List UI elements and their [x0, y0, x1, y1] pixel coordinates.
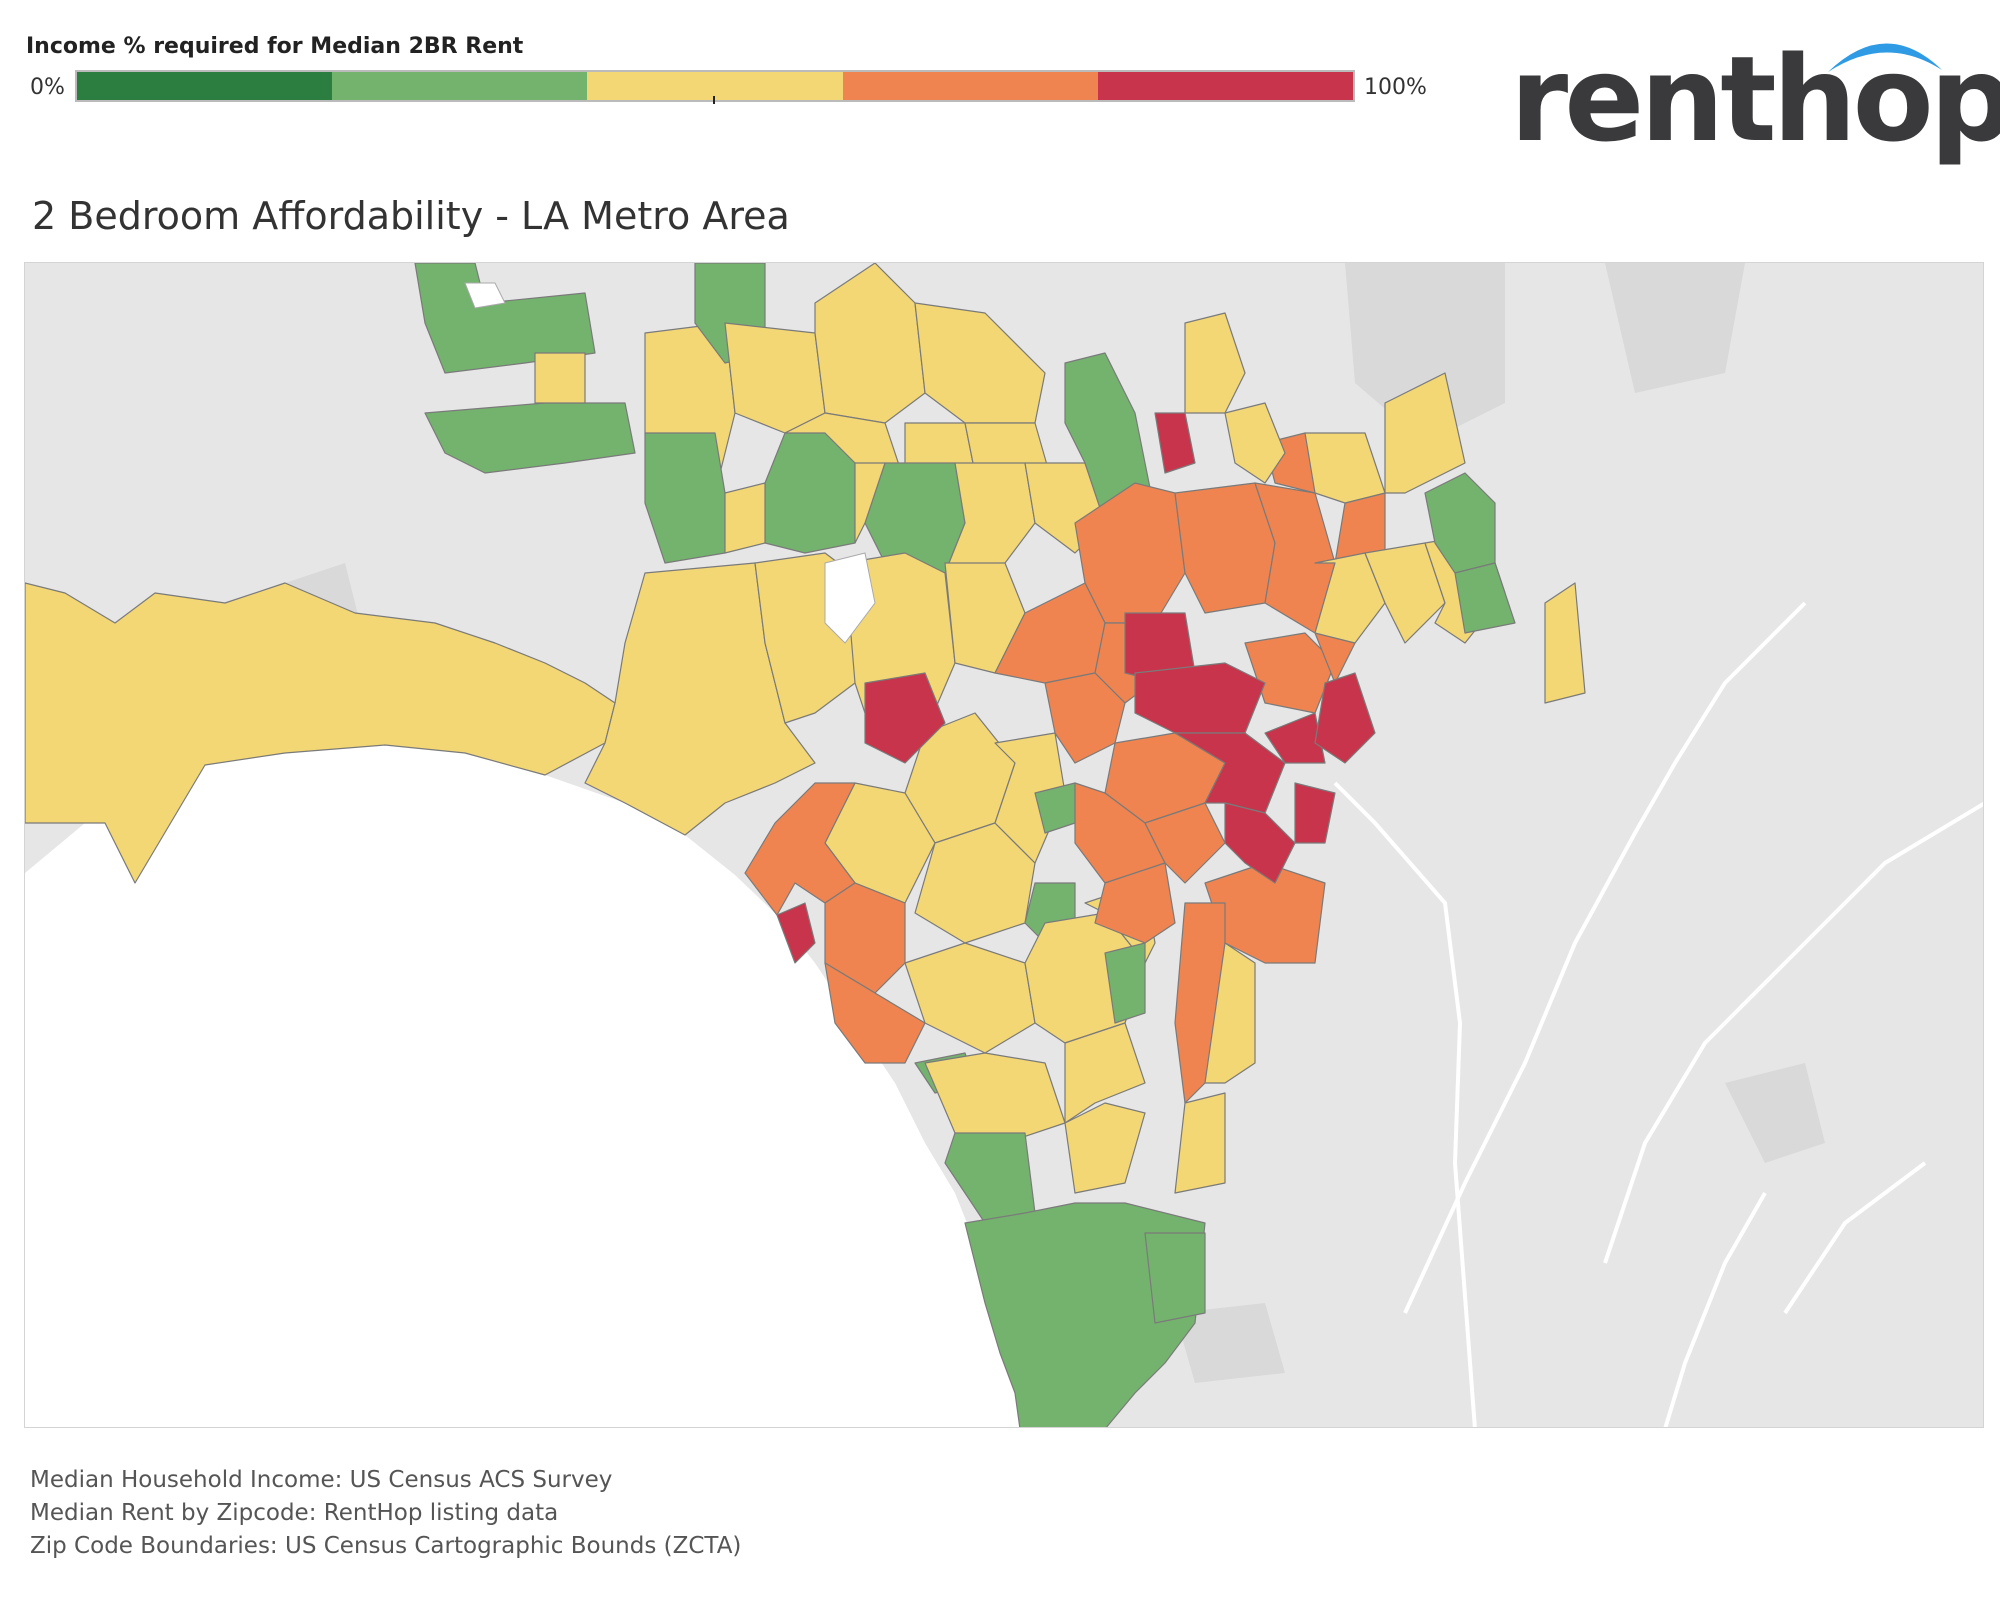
- zip-region: [1174, 1092, 1226, 1194]
- zip-region: [1144, 1232, 1206, 1324]
- zip-region: [814, 263, 926, 424]
- zip-region: [1224, 802, 1296, 884]
- map-title: 2 Bedroom Affordability - LA Metro Area: [32, 194, 790, 238]
- logo-arc-icon: [1828, 43, 1942, 72]
- zip-region: [724, 482, 766, 554]
- zip-region: [1154, 412, 1196, 474]
- zip-region: [1304, 432, 1386, 504]
- legend-segment-4: [842, 72, 1098, 100]
- zip-region: [1364, 542, 1446, 644]
- zip-region: [1184, 312, 1246, 414]
- legend-min-label: 0%: [30, 75, 65, 100]
- zip-region: [534, 352, 586, 404]
- legend-segment-3: [587, 72, 843, 100]
- zip-region: [1094, 862, 1176, 944]
- zip-region: [1204, 942, 1256, 1084]
- renthop-logo: renthop: [1510, 22, 2000, 162]
- zip-region: [1544, 582, 1586, 704]
- zip-region: [1134, 662, 1266, 734]
- zip-region: [1454, 562, 1516, 634]
- zip-region: [1224, 402, 1286, 484]
- freeways: [1333, 601, 1983, 1427]
- zip-region: [1064, 1022, 1146, 1124]
- source-income: Median Household Income: US Census ACS S…: [30, 1467, 613, 1493]
- zip-region: [1384, 372, 1466, 494]
- zip-region: [824, 962, 926, 1064]
- zip-region: [1064, 1102, 1146, 1194]
- legend-segment-1: [77, 72, 333, 100]
- legend-tick: [713, 96, 715, 104]
- zip-region: [854, 462, 886, 544]
- zip-region: [764, 432, 856, 554]
- legend-title: Income % required for Median 2BR Rent: [26, 34, 524, 59]
- zip-region: [744, 782, 856, 916]
- legend-segment-2: [332, 72, 588, 100]
- logo-wordmark: renthop: [1510, 30, 2000, 168]
- source-rent: Median Rent by Zipcode: RentHop listing …: [30, 1500, 559, 1526]
- legend-segment-5: [1097, 72, 1354, 100]
- source-boundaries: Zip Code Boundaries: US Census Cartograp…: [30, 1533, 742, 1559]
- terrain-shading: [275, 263, 1825, 1383]
- zip-region: [25, 582, 616, 884]
- zip-regions: [25, 263, 1586, 1427]
- zip-region: [1314, 672, 1376, 764]
- zip-region: [964, 1202, 1206, 1427]
- la-choropleth-map[interactable]: [25, 263, 1984, 1428]
- map-frame[interactable]: [24, 262, 1984, 1428]
- ocean: [25, 745, 1020, 1427]
- zip-region: [776, 902, 816, 964]
- no-data-areas: [464, 282, 876, 644]
- zip-region: [864, 672, 946, 764]
- legend-max-label: 100%: [1364, 75, 1427, 100]
- color-legend-bar: [75, 70, 1355, 102]
- zip-region: [1264, 712, 1326, 764]
- zip-region: [1294, 782, 1336, 844]
- zip-region: [1104, 942, 1146, 1024]
- zip-region: [414, 263, 596, 374]
